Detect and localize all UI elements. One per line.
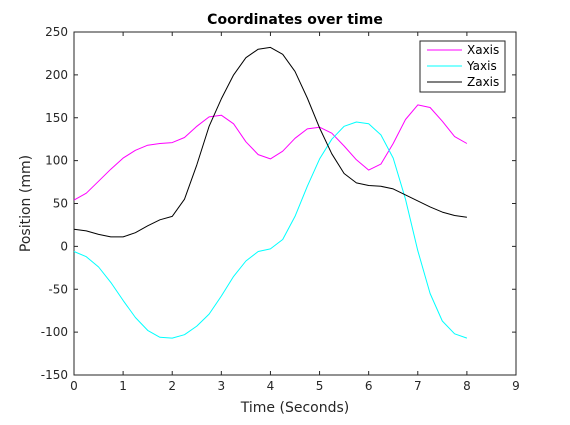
- y-axis: -150 -100 -50 0 50 100 150 200 250: [41, 25, 516, 382]
- x-tick-label: 1: [119, 379, 127, 393]
- y-tick-label: 200: [45, 68, 68, 82]
- y-tick-label: 0: [60, 239, 68, 253]
- y-tick-label: 100: [45, 154, 68, 168]
- x-tick-label: 0: [70, 379, 78, 393]
- y-tick-label: 250: [45, 25, 68, 39]
- series-line-xaxis: [73, 104, 468, 201]
- y-tick-label: -150: [41, 368, 68, 382]
- y-tick-label: -100: [41, 325, 68, 339]
- x-tick-label: 9: [512, 379, 520, 393]
- x-tick-label: 4: [267, 379, 275, 393]
- x-axis-label: Time (Seconds): [240, 400, 349, 416]
- x-axis: 0 1 2 3 4 5 6 7 8 9: [70, 32, 520, 393]
- x-tick-label: 6: [365, 379, 373, 393]
- series-line-zaxis: [73, 46, 467, 238]
- x-tick-label: 8: [463, 379, 471, 393]
- y-tick-label: -50: [48, 282, 68, 296]
- legend-label-yaxis: Yaxis: [466, 59, 497, 73]
- x-tick-label: 7: [414, 379, 422, 393]
- x-tick-label: 2: [168, 379, 176, 393]
- chart-title: Coordinates over time: [207, 12, 383, 28]
- x-tick-label: 3: [218, 379, 226, 393]
- x-tick-label: 5: [316, 379, 324, 393]
- legend-label-zaxis: Zaxis: [467, 75, 499, 89]
- series-lines: [73, 46, 468, 339]
- legend-label-xaxis: Xaxis: [467, 43, 499, 57]
- y-tick-label: 50: [53, 197, 68, 211]
- legend: Xaxis Yaxis Zaxis: [419, 40, 506, 93]
- series-line-yaxis: [73, 121, 468, 339]
- y-axis-label: Position (mm): [18, 155, 34, 252]
- y-tick-label: 150: [45, 111, 68, 125]
